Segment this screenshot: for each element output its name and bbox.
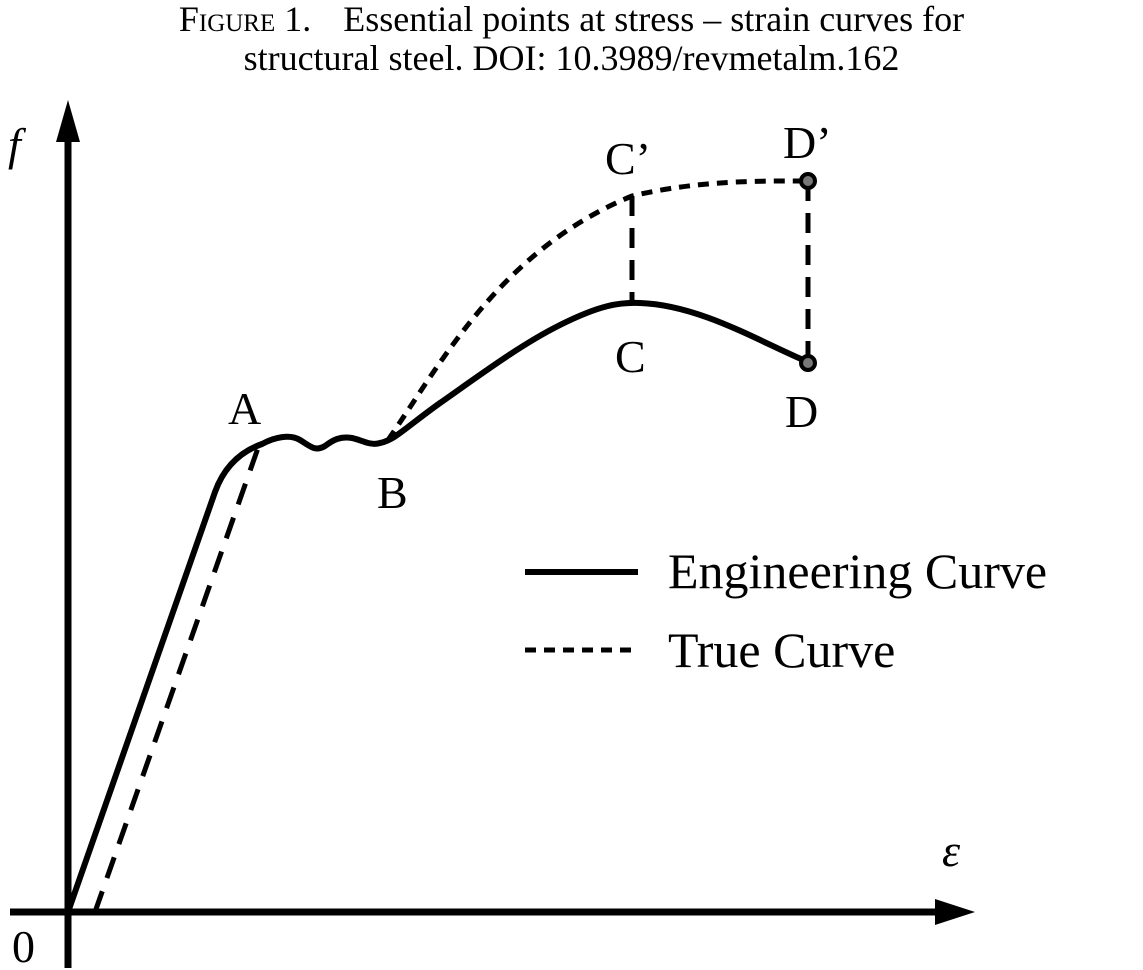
point-c-prime-label: C’ — [605, 133, 651, 184]
point-a-label: A — [228, 383, 261, 434]
true-curve — [385, 178, 809, 442]
legend-true-label: True Curve — [668, 622, 895, 678]
legend-engineering-label: Engineering Curve — [668, 543, 1047, 599]
point-c-label: C — [615, 331, 646, 382]
offset-line — [92, 447, 261, 913]
legend: Engineering Curve True Curve — [525, 543, 1047, 678]
figure-caption: Figure 1. Essential points at stress – st… — [0, 0, 1143, 78]
caption-figure-label: Figure 1. — [178, 0, 312, 39]
point-d-marker — [799, 354, 817, 372]
caption-text-line-1: Essential points at stress – strain curv… — [343, 0, 965, 39]
origin-label: 0 — [12, 921, 35, 970]
point-d-prime-marker — [799, 172, 817, 190]
caption-text-line-2: structural steel. DOI: 10.3989/revmetalm… — [243, 38, 900, 78]
y-axis-label: f — [8, 119, 27, 170]
caption-line-1: Figure 1. Essential points at stress – st… — [0, 0, 1143, 39]
point-b-label: B — [377, 467, 408, 518]
y-axis-arrowhead — [56, 100, 80, 142]
engineering-curve — [65, 299, 811, 915]
x-axis-label: ε — [942, 825, 961, 876]
x-axis-arrowhead — [935, 899, 975, 925]
point-d-label: D — [785, 386, 818, 437]
point-d-prime-label: D’ — [783, 117, 832, 168]
